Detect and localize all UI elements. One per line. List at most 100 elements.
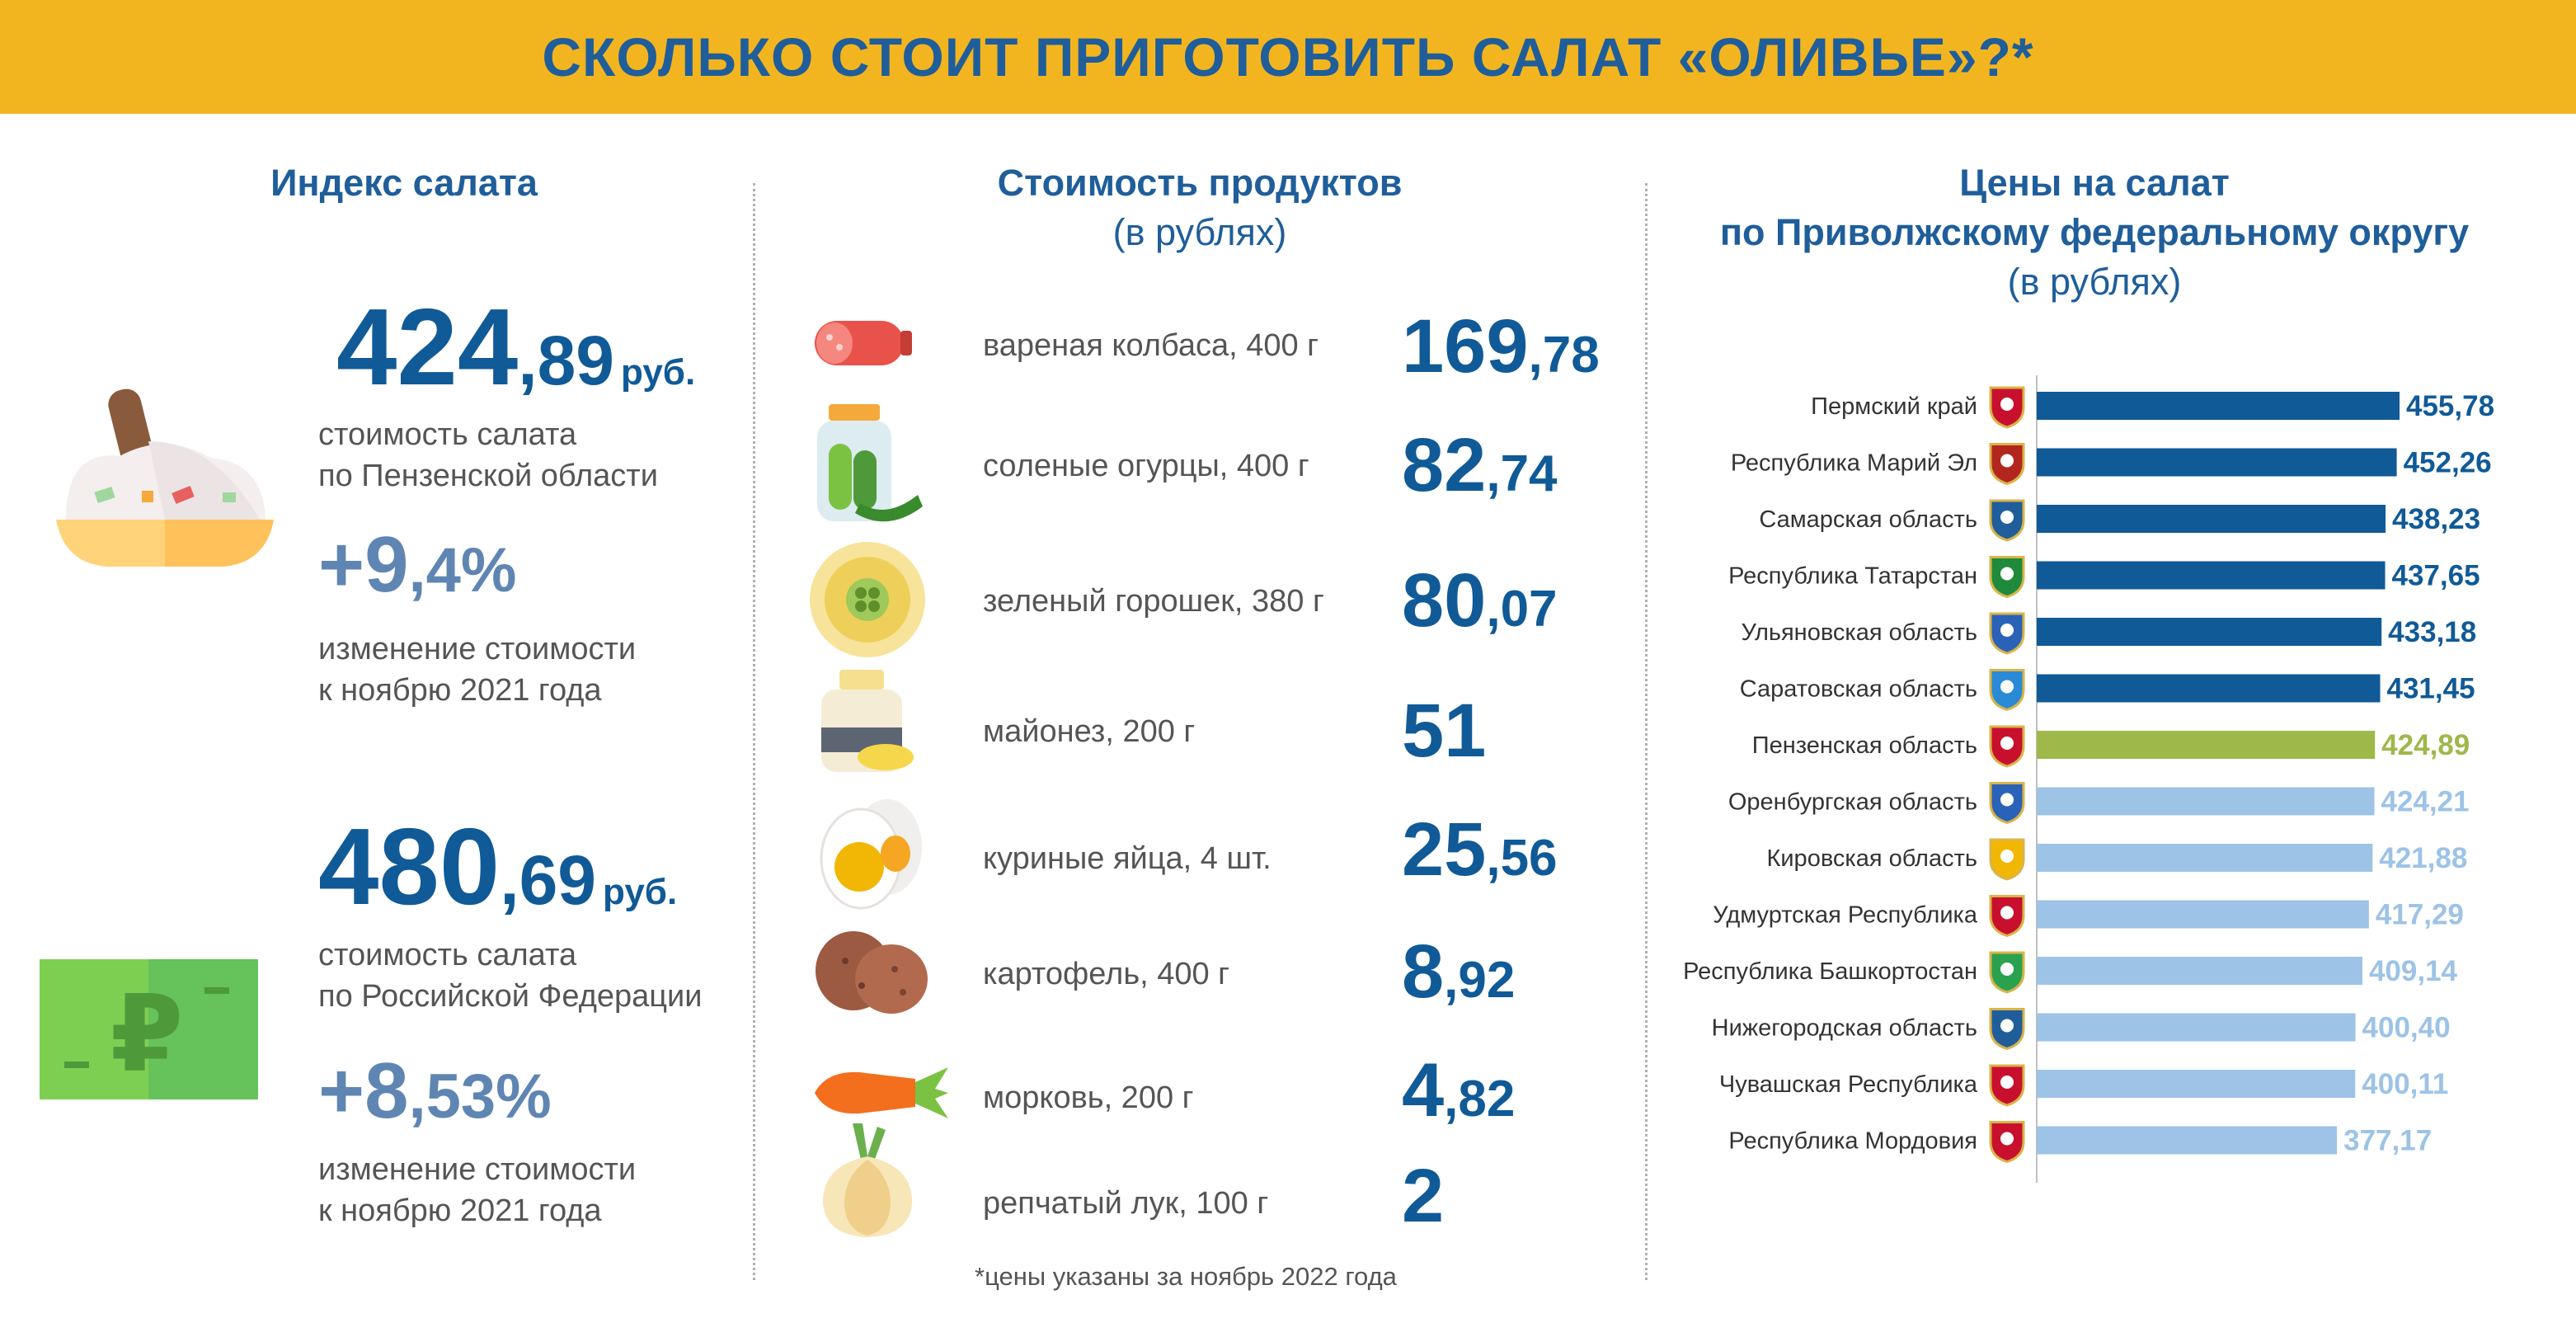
price-integer: 80 (1402, 558, 1487, 643)
penza-change-decimal: ,4% (408, 535, 517, 605)
region-label: Республика Башкортостан (1683, 958, 1977, 985)
region-coat-of-arms-icon (1989, 782, 2025, 825)
region-coat-of-arms-icon (1989, 443, 2025, 486)
carrot-icon (815, 1067, 948, 1118)
regions-bar-chart: Пермский край 455,78 Республика Марий Эл 45… (1683, 375, 2494, 1183)
region-bar (2037, 900, 2369, 929)
penza-salad-cost: 424,89 руб. (336, 285, 695, 409)
region-bar (2037, 392, 2400, 420)
product-price: 51 (1402, 688, 1486, 774)
region-value-label: 437,65 (2391, 560, 2480, 592)
product-price: 2 (1402, 1153, 1444, 1240)
russia-cost-line1: стоимость салата (318, 938, 577, 972)
region-coat-of-arms-icon (1989, 1121, 2025, 1164)
product-label: вареная колбаса, 400 г (983, 328, 1319, 363)
region-coat-of-arms-icon (1989, 669, 2025, 712)
region-value-label: 377,17 (2343, 1125, 2432, 1157)
region-value-label: 421,88 (2379, 842, 2467, 874)
penza-change-line1: изменение стоимости (318, 632, 637, 666)
penza-cost-currency: руб. (621, 352, 696, 393)
region-value-label: 431,45 (2387, 673, 2475, 705)
price-integer: 51 (1402, 689, 1487, 773)
region-value-label: 424,89 (2381, 729, 2470, 761)
regions-title-line2: по Приволжскому федеральному округу (1719, 211, 2470, 253)
price-decimal: ,07 (1486, 581, 1558, 638)
pickles-jar-icon (817, 404, 923, 522)
page-title: СКОЛЬКО СТОИТ ПРИГОТОВИТЬ САЛАТ «ОЛИВЬЕ»… (542, 26, 2034, 87)
price-integer: 8 (1402, 930, 1445, 1014)
penza-cost-decimal: ,89 (518, 322, 615, 399)
region-bar (2037, 448, 2397, 477)
region-label: Республика Татарстан (1728, 563, 1977, 590)
region-bar (2037, 1126, 2338, 1155)
product-price: 80,07 (1402, 558, 1558, 644)
region-bar (2037, 1013, 2356, 1042)
russia-salad-cost: 480,69 руб. (318, 804, 677, 929)
column-divider-right (1645, 183, 1648, 1280)
penza-cost-description: стоимость салата по Пензенской области (318, 414, 658, 497)
penza-cost-line1: стоимость салата (318, 417, 577, 452)
price-integer: 2 (1402, 1154, 1445, 1238)
price-integer: 82 (1402, 423, 1487, 507)
sausage-icon (815, 321, 912, 365)
price-integer: 25 (1402, 807, 1487, 892)
region-bar (2037, 731, 2376, 759)
region-value-label: 452,26 (2404, 447, 2492, 479)
mayonnaise-icon (821, 670, 914, 772)
penza-change-line2: к ноябрю 2021 года (318, 673, 602, 708)
salad-bowl-icon (56, 388, 274, 567)
region-bar (2037, 674, 2381, 703)
onion-icon (822, 1123, 913, 1237)
region-bar (2037, 505, 2386, 533)
penza-cost-integer: 424 (336, 286, 519, 407)
region-label: Оренбургская область (1728, 789, 1977, 816)
region-label: Саратовская область (1740, 676, 1977, 703)
region-label: Пензенская область (1752, 732, 1977, 759)
region-coat-of-arms-icon (1989, 556, 2025, 599)
penza-change-description: изменение стоимости к ноябрю 2021 года (318, 628, 636, 711)
region-bar (2037, 1070, 2356, 1098)
region-coat-of-arms-icon (1989, 895, 2025, 938)
products-title: Стоимость продуктов (997, 162, 1403, 204)
region-value-label: 417,29 (2376, 899, 2464, 931)
russia-cost-currency: руб. (603, 872, 678, 912)
region-label: Чувашская Республика (1719, 1071, 1978, 1098)
product-price: 8,92 (1402, 929, 1515, 1015)
region-label: Нижегородская область (1712, 1015, 1977, 1042)
region-coat-of-arms-icon (1989, 499, 2025, 542)
russia-cost-line2: по Российской Федерации (318, 979, 703, 1014)
green-peas-icon (810, 542, 925, 657)
russia-change-line1: изменение стоимости (318, 1152, 637, 1187)
region-value-label: 400,40 (2362, 1012, 2451, 1044)
title-banner (0, 0, 2576, 114)
price-decimal: ,82 (1444, 1071, 1516, 1128)
region-value-label: 409,14 (2369, 955, 2458, 987)
russia-cost-integer: 480 (318, 806, 501, 927)
price-decimal: ,74 (1486, 445, 1558, 502)
price-decimal: ,78 (1528, 327, 1600, 384)
penza-change: +9,4% (318, 520, 516, 610)
regions-title-line1: Цены на салат (1959, 162, 2230, 204)
region-value-label: 455,78 (2406, 390, 2494, 422)
russia-change-line2: к ноябрю 2021 года (318, 1193, 602, 1228)
russia-cost-description: стоимость салата по Российской Федерации (318, 934, 702, 1017)
price-integer: 169 (1402, 304, 1529, 388)
region-coat-of-arms-icon (1989, 612, 2025, 655)
product-label: майонез, 200 г (983, 714, 1196, 749)
svg-text:₽: ₽ (110, 973, 183, 1096)
region-label: Кировская область (1766, 845, 1977, 872)
product-price: 82,74 (1402, 422, 1558, 509)
product-label: картофель, 400 г (983, 957, 1230, 991)
russia-change-decimal: ,53% (408, 1062, 552, 1132)
products-subtitle: (в рублях) (1112, 211, 1287, 253)
russia-cost-decimal: ,69 (500, 841, 597, 919)
ruble-banknote-icon: ₽ (40, 959, 258, 1099)
region-label: Ульяновская область (1741, 619, 1977, 646)
region-value-label: 400,11 (2362, 1068, 2448, 1100)
region-coat-of-arms-icon (1989, 725, 2025, 768)
product-price: 4,82 (1402, 1047, 1515, 1134)
region-bar (2037, 561, 2386, 590)
footnote: *цены указаны за ноябрь 2022 года (975, 1262, 1397, 1291)
russia-change: +8,53% (318, 1046, 552, 1137)
region-coat-of-arms-icon (1989, 1008, 2025, 1051)
